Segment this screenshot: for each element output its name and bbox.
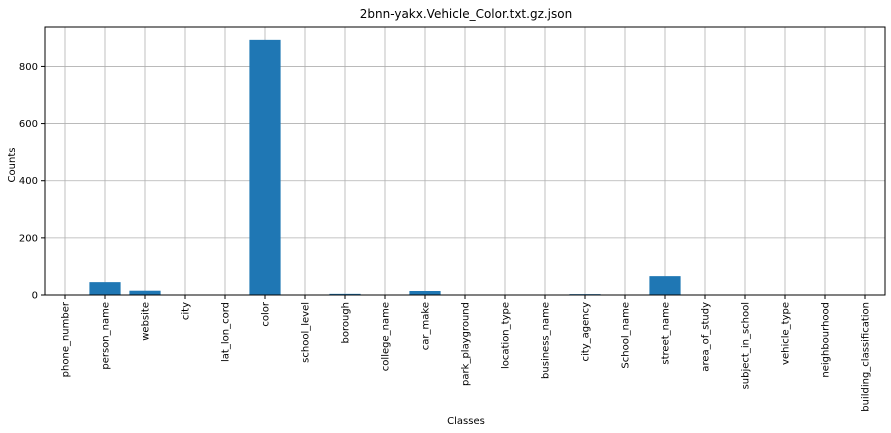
x-tick-label: area_of_study: [701, 302, 712, 372]
x-tick-label: vehicle_type: [781, 302, 792, 365]
x-tick-label: subject_in_school: [741, 302, 752, 389]
bar-borough: [329, 293, 361, 295]
x-tick-label: city: [181, 302, 192, 320]
x-tick-label: person_name: [101, 302, 112, 370]
x-tick-label: business_name: [541, 302, 552, 379]
bar-color: [249, 39, 281, 295]
bar-car_make: [409, 291, 441, 295]
x-tick-label: location_type: [501, 302, 512, 369]
bars: [89, 39, 681, 295]
axis-ticks: 0 200 400 600 800 phone_number person_name webs…: [19, 62, 872, 412]
y-tick-label: 600: [19, 119, 38, 130]
bar-street_name: [649, 276, 681, 295]
y-tick-label: 0: [32, 291, 38, 302]
y-tick-label: 400: [19, 176, 38, 187]
grid-lines: [45, 27, 885, 296]
x-tick-label: neighbourhood: [821, 302, 832, 378]
x-axis-label: Classes: [447, 416, 485, 427]
x-tick-label: college_name: [381, 302, 392, 371]
chart-title: 2bnn-yakx.Vehicle_Color.txt.gz.json: [360, 7, 572, 21]
x-tick-label: city_agency: [581, 302, 592, 362]
x-tick-label: park_playground: [461, 302, 472, 386]
bar-website: [129, 290, 161, 295]
x-tick-label: color: [261, 301, 272, 327]
x-tick-label: phone_number: [61, 301, 72, 377]
x-tick-label: car_make: [421, 302, 432, 350]
y-axis-label: Counts: [7, 148, 18, 183]
x-tick-label: lat_lon_cord: [221, 302, 232, 362]
x-tick-label: street_name: [661, 302, 672, 365]
x-tick-label: building_classification: [861, 302, 872, 412]
x-tick-label: school_level: [301, 302, 312, 363]
x-tick-label: School_name: [621, 302, 632, 369]
x-tick-label: website: [141, 302, 152, 341]
x-tick-label: borough: [341, 302, 352, 344]
y-tick-label: 800: [19, 62, 38, 73]
bar-person_name: [89, 282, 121, 295]
y-tick-label: 200: [19, 233, 38, 244]
